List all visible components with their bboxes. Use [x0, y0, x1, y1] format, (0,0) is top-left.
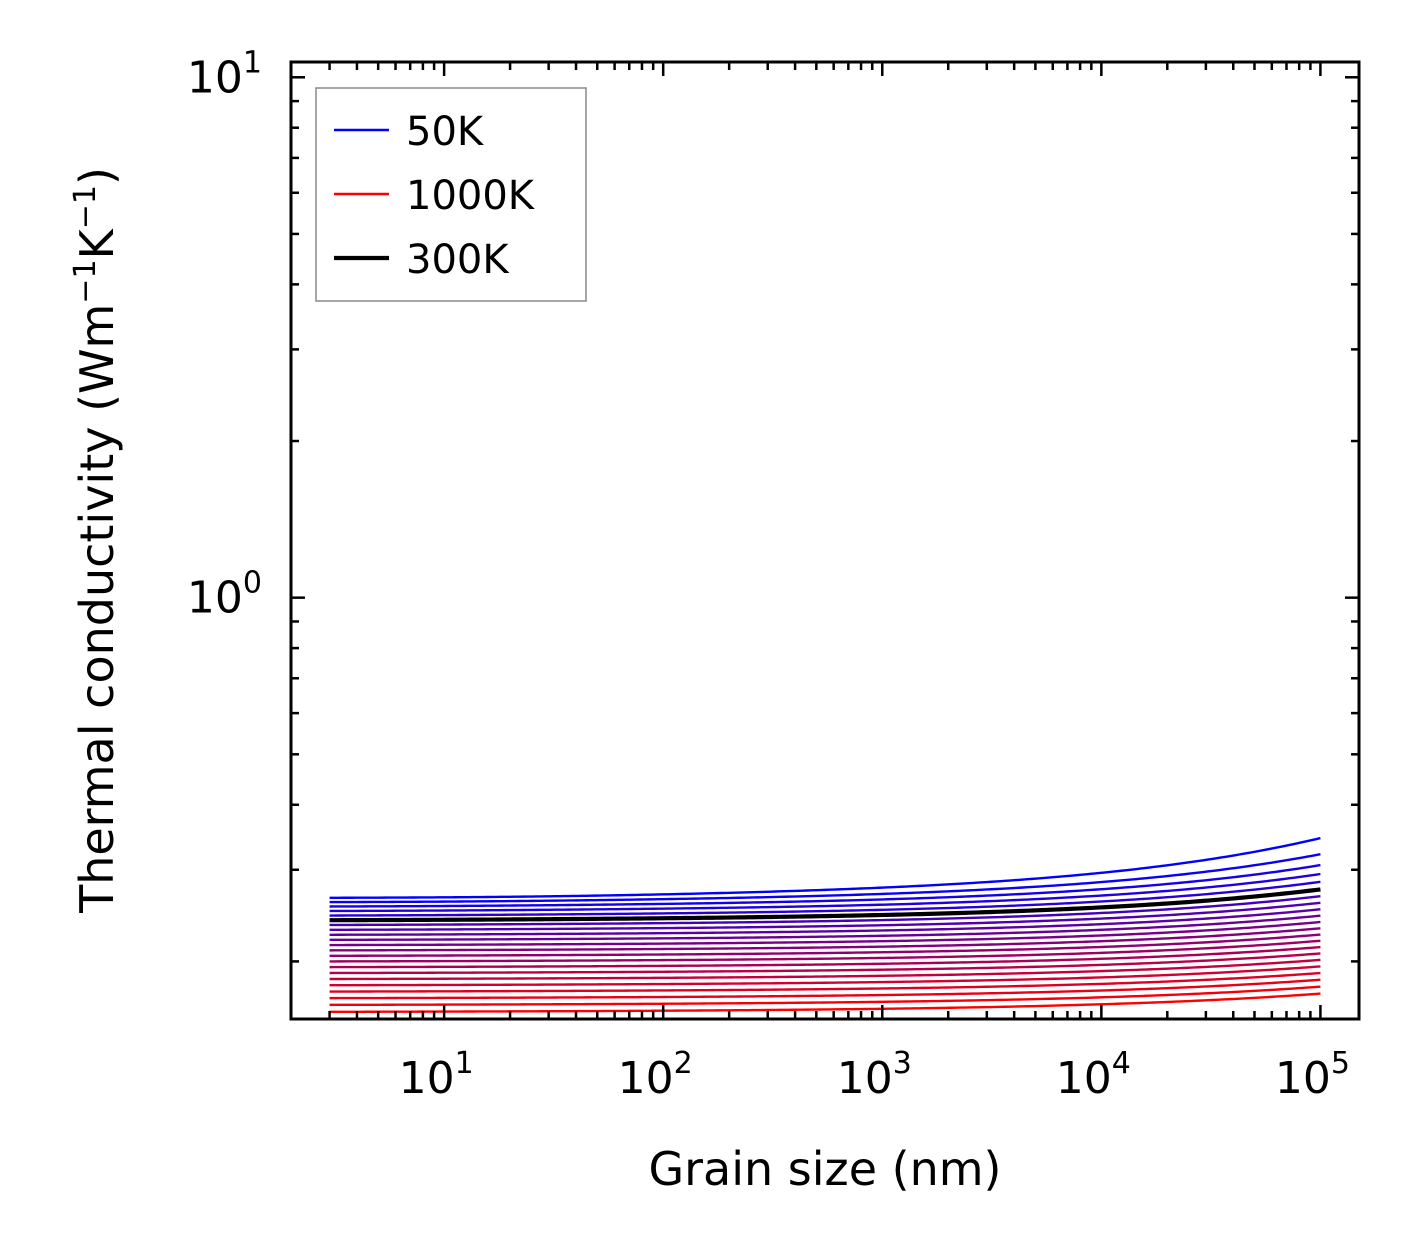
legend: 50K 1000K 300K: [316, 88, 586, 301]
x-tick-label: 103: [837, 1046, 912, 1104]
x-tick-label: 104: [1056, 1046, 1131, 1104]
series-line-curve-2: [330, 854, 1321, 902]
y-tick-label: 101: [187, 45, 262, 103]
x-tick-label: 101: [399, 1046, 474, 1104]
y-tick-label: 100: [187, 566, 262, 624]
x-tick-label: 102: [618, 1046, 693, 1104]
x-axis-title: Grain size (nm): [649, 1142, 1002, 1196]
legend-label-50k: 50K: [406, 109, 485, 155]
legend-label-300k: 300K: [406, 237, 510, 283]
series-line-50k: [330, 838, 1321, 898]
legend-label-1000k: 1000K: [406, 173, 536, 219]
x-tick-labels: 101 102 103 104 105: [399, 1046, 1350, 1104]
y-axis-title: Thermal conductivity (Wm−1K−1): [68, 167, 124, 914]
x-tick-label: 105: [1275, 1046, 1350, 1104]
series-lines: [330, 838, 1321, 1012]
thermal-conductivity-chart: 101 102 103 104 105 100 101 Grain size (nm) T…: [0, 0, 1421, 1257]
y-tick-labels: 100 101: [187, 45, 262, 623]
